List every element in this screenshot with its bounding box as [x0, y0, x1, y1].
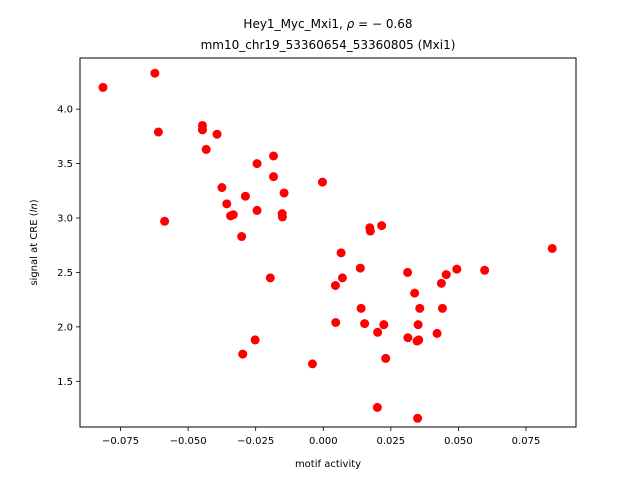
data-point	[317, 177, 327, 187]
data-point	[547, 243, 557, 253]
y-tick-label: 3.5	[57, 159, 73, 170]
x-tick-label: 0.000	[309, 436, 338, 447]
data-point	[336, 248, 346, 258]
data-point	[403, 333, 413, 343]
data-point	[212, 129, 222, 139]
data-point	[355, 263, 365, 273]
data-point	[377, 221, 387, 231]
data-point	[153, 127, 163, 137]
data-point	[441, 270, 451, 280]
x-tick-label: −0.050	[170, 436, 207, 447]
data-point	[480, 265, 490, 275]
data-point	[269, 151, 279, 161]
data-point	[413, 320, 423, 330]
data-point	[379, 320, 389, 330]
data-point	[365, 226, 375, 236]
data-point	[356, 303, 366, 313]
data-points	[98, 68, 557, 423]
x-tick-label: −0.025	[237, 436, 274, 447]
chart-title-line1: Hey1_Myc_Mxi1, ρ = − 0.68	[243, 17, 412, 31]
data-point	[217, 183, 227, 193]
data-point	[307, 359, 317, 369]
data-point	[98, 82, 108, 92]
y-tick-label: 1.5	[57, 377, 73, 388]
data-point	[265, 273, 275, 283]
y-axis-label: signal at CRE (ln)	[29, 199, 40, 285]
data-point	[277, 212, 287, 222]
data-point	[372, 402, 382, 412]
data-point	[331, 318, 341, 327]
data-point	[222, 199, 232, 209]
data-point	[373, 327, 383, 337]
y-axis: 1.5 2.0 2.5 3.0 3.5 4.0	[57, 105, 80, 388]
x-tick-label: 0.025	[377, 436, 406, 447]
data-point	[432, 328, 442, 338]
data-point	[201, 144, 211, 154]
data-point	[252, 205, 262, 215]
data-point	[330, 281, 340, 290]
data-point	[238, 349, 248, 359]
y-tick-label: 2.0	[57, 322, 73, 333]
x-axis: −0.075 −0.050 −0.025 0.000 0.025 0.050 0.075	[102, 427, 540, 447]
data-point	[197, 125, 207, 135]
data-point	[237, 232, 247, 242]
data-point	[252, 159, 262, 169]
data-point	[410, 288, 420, 298]
data-point	[381, 353, 391, 363]
data-point	[403, 267, 413, 277]
data-point	[436, 278, 446, 288]
y-tick-label: 2.5	[57, 268, 73, 279]
data-point	[415, 303, 425, 313]
chart-title-line2: mm10_chr19_53360654_53360805 (Mxi1)	[201, 38, 456, 52]
x-tick-label: 0.050	[444, 436, 473, 447]
plot-frame	[79, 57, 577, 428]
data-point	[269, 172, 279, 182]
x-axis-label: motif activity	[295, 459, 361, 470]
data-point	[250, 335, 260, 345]
data-point	[160, 216, 170, 226]
x-tick-label: −0.075	[102, 436, 139, 447]
data-point	[360, 319, 370, 329]
y-tick-label: 3.0	[57, 214, 73, 225]
data-point	[150, 68, 160, 78]
data-point	[228, 210, 238, 220]
data-point	[337, 273, 347, 283]
data-point	[437, 303, 447, 313]
data-point	[240, 191, 250, 201]
data-point	[279, 188, 289, 198]
data-point	[414, 335, 424, 345]
data-point	[452, 264, 462, 274]
data-point	[413, 413, 423, 423]
y-tick-label: 4.0	[57, 105, 73, 116]
x-tick-label: 0.075	[512, 436, 541, 447]
